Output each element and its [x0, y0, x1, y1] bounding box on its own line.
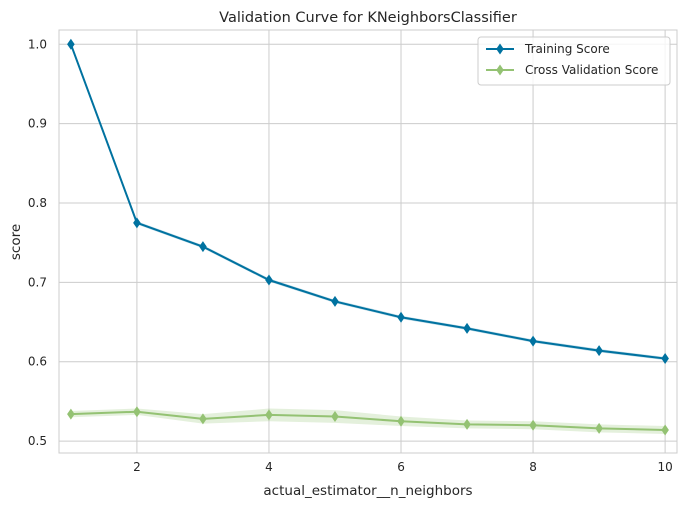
- y-tick-label: 1.0: [28, 37, 47, 51]
- training-score-line: [69, 43, 666, 360]
- chart-title: Validation Curve for KNeighborsClassifie…: [219, 10, 517, 26]
- y-tick-label: 0.5: [28, 434, 47, 448]
- training-score-point: [199, 241, 207, 253]
- series-lines: [69, 43, 666, 431]
- training-score-point: [529, 335, 537, 347]
- y-tick-labels: 0.5 0.6 0.7 0.8 0.9 1.0: [28, 37, 47, 448]
- training-score-point: [67, 38, 75, 50]
- y-tick-label: 0.7: [28, 275, 47, 289]
- y-tick-label: 0.6: [28, 355, 47, 369]
- cross-validation-score-point: [529, 419, 537, 431]
- cross-validation-score-band: [70, 408, 666, 434]
- y-tick-label: 0.8: [28, 196, 47, 210]
- legend-box: [477, 36, 671, 86]
- cross-validation-score-point: [331, 410, 339, 422]
- training-score-legend-label: Training Score: [524, 42, 610, 56]
- cross-validation-score-point: [199, 413, 207, 425]
- x-tick-label: 8: [529, 460, 537, 474]
- training-score-point: [397, 311, 405, 323]
- training-score-point: [595, 345, 603, 357]
- cross-validation-score-point: [67, 408, 75, 420]
- series-markers: [67, 38, 669, 436]
- y-tick-label: 0.9: [28, 117, 47, 131]
- cross-validation-score-point: [661, 424, 669, 436]
- training-score-legend-marker: [496, 43, 504, 55]
- confidence-bands: [70, 44, 666, 434]
- cross-validation-score-point: [265, 409, 273, 421]
- cross-validation-score-point: [397, 415, 405, 427]
- x-tick-label: 2: [133, 460, 141, 474]
- cross-validation-score-legend-label: Cross Validation Score: [525, 63, 658, 77]
- cross-validation-score-line: [70, 410, 666, 431]
- training-score-point: [265, 274, 273, 286]
- training-score-point: [661, 353, 669, 365]
- plot-background: [59, 30, 677, 453]
- training-score-point: [463, 322, 471, 334]
- legend: Training Score Cross Validation Score: [477, 36, 671, 86]
- grid: [59, 30, 677, 453]
- cross-validation-score-point: [133, 406, 141, 418]
- plot-frame: [58, 29, 678, 454]
- cross-validation-score-point: [595, 422, 603, 434]
- training-score-point: [133, 217, 141, 229]
- x-axis-label: actual_estimator__n_neighbors: [263, 483, 472, 499]
- cross-validation-score-point: [463, 418, 471, 430]
- x-tick-label: 4: [265, 460, 273, 474]
- cross-validation-score-legend-marker: [496, 64, 504, 76]
- x-tick-labels: 2 4 6 8 10: [133, 460, 673, 474]
- y-axis-label: score: [8, 224, 24, 260]
- training-score-point: [331, 295, 339, 307]
- x-tick-label: 10: [657, 460, 672, 474]
- x-tick-label: 6: [397, 460, 405, 474]
